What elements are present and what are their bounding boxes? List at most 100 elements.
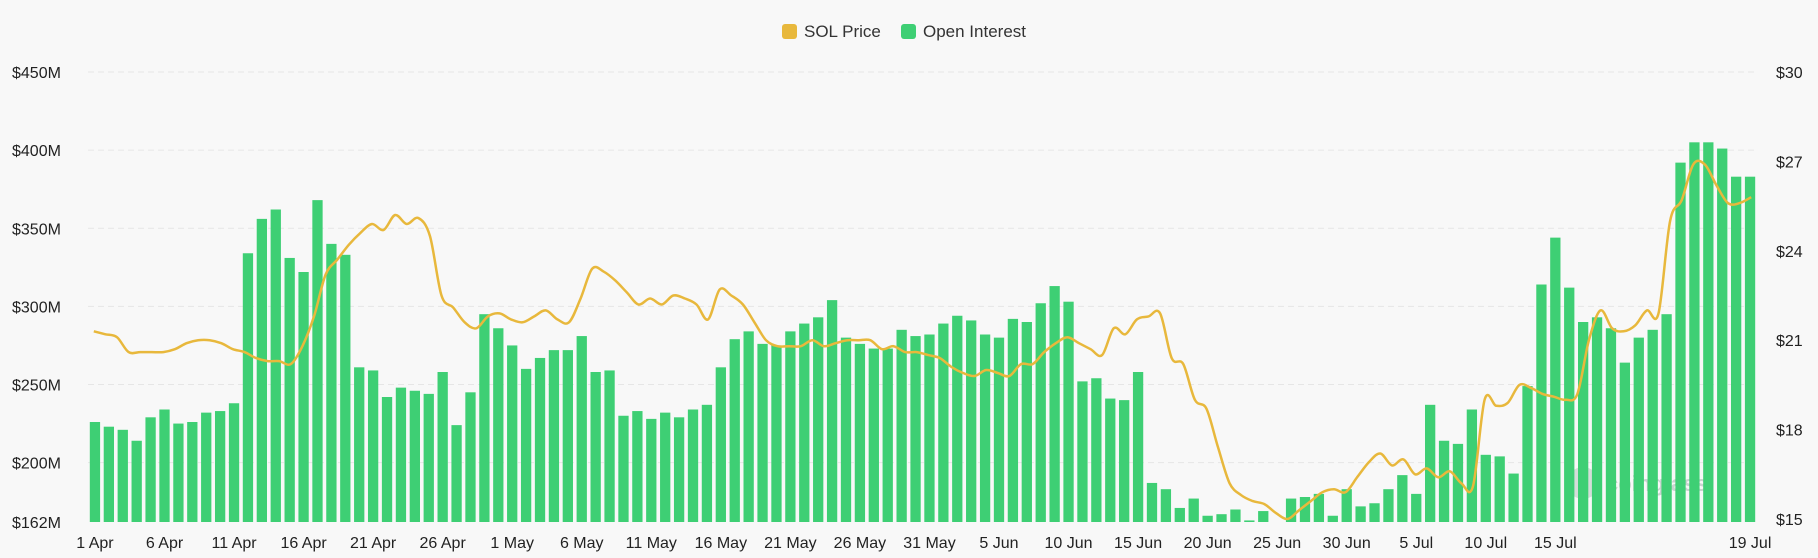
line-layer <box>93 159 1752 521</box>
oi-bar <box>576 336 587 522</box>
y-left-tick-label: $200M <box>12 456 61 473</box>
oi-bar <box>1383 489 1394 522</box>
x-tick-label: 10 Jun <box>1045 535 1093 552</box>
oi-bar <box>1675 162 1686 522</box>
oi-bar <box>1091 378 1102 522</box>
oi-bar <box>1689 142 1700 522</box>
oi-bar <box>89 422 101 522</box>
oi-bar <box>131 440 142 522</box>
oi-bar <box>1438 440 1450 522</box>
grid-layer <box>88 71 1757 464</box>
oi-bar <box>743 331 754 522</box>
oi-bar <box>534 357 546 522</box>
oi-bar <box>604 370 615 522</box>
oi-bar <box>1021 322 1032 522</box>
oi-bar <box>1550 237 1561 522</box>
y-right-tick-label: $30 <box>1776 65 1803 82</box>
x-tick-label: 15 Jun <box>1114 535 1162 552</box>
oi-bar <box>882 348 893 522</box>
x-tick-label: 16 May <box>695 535 747 552</box>
x-tick-label: 21 May <box>764 535 816 552</box>
oi-bar <box>729 339 740 522</box>
oi-bar <box>409 390 420 522</box>
oi-bar <box>785 331 796 522</box>
oi-bar <box>284 257 295 522</box>
x-tick-label: 19 Jul <box>1729 535 1772 552</box>
oi-bar <box>1216 514 1227 522</box>
oi-bar <box>1494 456 1505 522</box>
oi-bar <box>256 218 268 522</box>
bar-layer <box>89 142 1756 522</box>
legend-swatch-price <box>782 24 797 39</box>
legend-item-oi[interactable]: Open Interest <box>901 22 1026 41</box>
x-tick-label: 26 May <box>834 535 886 552</box>
oi-bar <box>1647 329 1658 522</box>
oi-bar <box>1397 475 1408 522</box>
oi-bar <box>1425 404 1436 522</box>
oi-bar <box>1188 498 1199 522</box>
y-right-tick-label: $18 <box>1776 423 1803 440</box>
legend-label-oi: Open Interest <box>923 22 1026 41</box>
oi-bar <box>493 328 504 522</box>
oi-bar <box>1146 482 1158 522</box>
oi-bar <box>1285 498 1297 522</box>
oi-bar <box>1605 328 1617 522</box>
oi-bar <box>1244 520 1255 522</box>
legend-label-price: SOL Price <box>804 22 881 41</box>
oi-bar <box>1341 489 1352 522</box>
oi-bar <box>1508 473 1519 522</box>
oi-bar <box>1452 443 1464 522</box>
x-tick-label: 1 Apr <box>76 535 114 552</box>
oi-bar <box>1730 176 1742 522</box>
oi-bar <box>966 320 977 522</box>
oi-bar <box>242 253 254 522</box>
oi-bar <box>646 418 657 522</box>
oi-bar <box>910 336 921 522</box>
oi-bar <box>187 422 198 522</box>
oi-bar <box>1564 287 1575 522</box>
oi-bar <box>270 209 281 522</box>
oi-bar <box>673 417 685 522</box>
oi-bar <box>687 409 699 522</box>
oi-bar <box>1619 362 1631 522</box>
oi-bar <box>1160 489 1172 522</box>
oi-bar <box>465 392 476 522</box>
y-left-tick-label: $300M <box>12 299 61 316</box>
oi-bar <box>1661 314 1672 522</box>
oi-bar <box>993 337 1005 522</box>
legend-item-price[interactable]: SOL Price <box>782 22 881 41</box>
oi-bar <box>868 348 879 522</box>
oi-bar <box>173 423 184 522</box>
oi-bar <box>395 387 407 522</box>
oi-bar <box>228 403 240 522</box>
y-right-tick-label: $15 <box>1776 512 1803 529</box>
oi-bar <box>1007 318 1019 522</box>
oi-bar <box>771 345 782 522</box>
x-tick-label: 5 Jul <box>1399 535 1433 552</box>
x-tick-label: 11 May <box>626 535 677 552</box>
x-tick-label: 11 Apr <box>211 535 257 552</box>
oi-bar <box>548 350 560 522</box>
oi-bar <box>340 254 351 522</box>
oi-bar <box>1202 515 1213 522</box>
oi-bar <box>1174 507 1185 522</box>
y-left-tick-label: $450M <box>12 65 61 82</box>
oi-bar <box>1703 142 1714 522</box>
oi-bar <box>979 334 991 522</box>
x-tick-label: 16 Apr <box>280 535 327 552</box>
oi-bar <box>1369 503 1380 522</box>
oi-bar <box>1411 493 1422 522</box>
oi-bar <box>1258 511 1269 522</box>
oi-bar <box>381 397 393 522</box>
oi-bar <box>367 370 379 522</box>
oi-bar <box>1536 284 1547 522</box>
x-tick-label: 31 May <box>903 535 955 552</box>
oi-bar <box>840 337 852 522</box>
oi-bar <box>938 323 949 522</box>
y-right-tick-label: $21 <box>1776 333 1803 350</box>
oi-bar <box>1577 322 1589 522</box>
x-tick-label: 30 Jun <box>1323 535 1371 552</box>
x-tick-label: 5 Jun <box>979 535 1018 552</box>
oi-bar <box>1522 386 1533 522</box>
legend: SOL Price Open Interest <box>782 22 1026 41</box>
